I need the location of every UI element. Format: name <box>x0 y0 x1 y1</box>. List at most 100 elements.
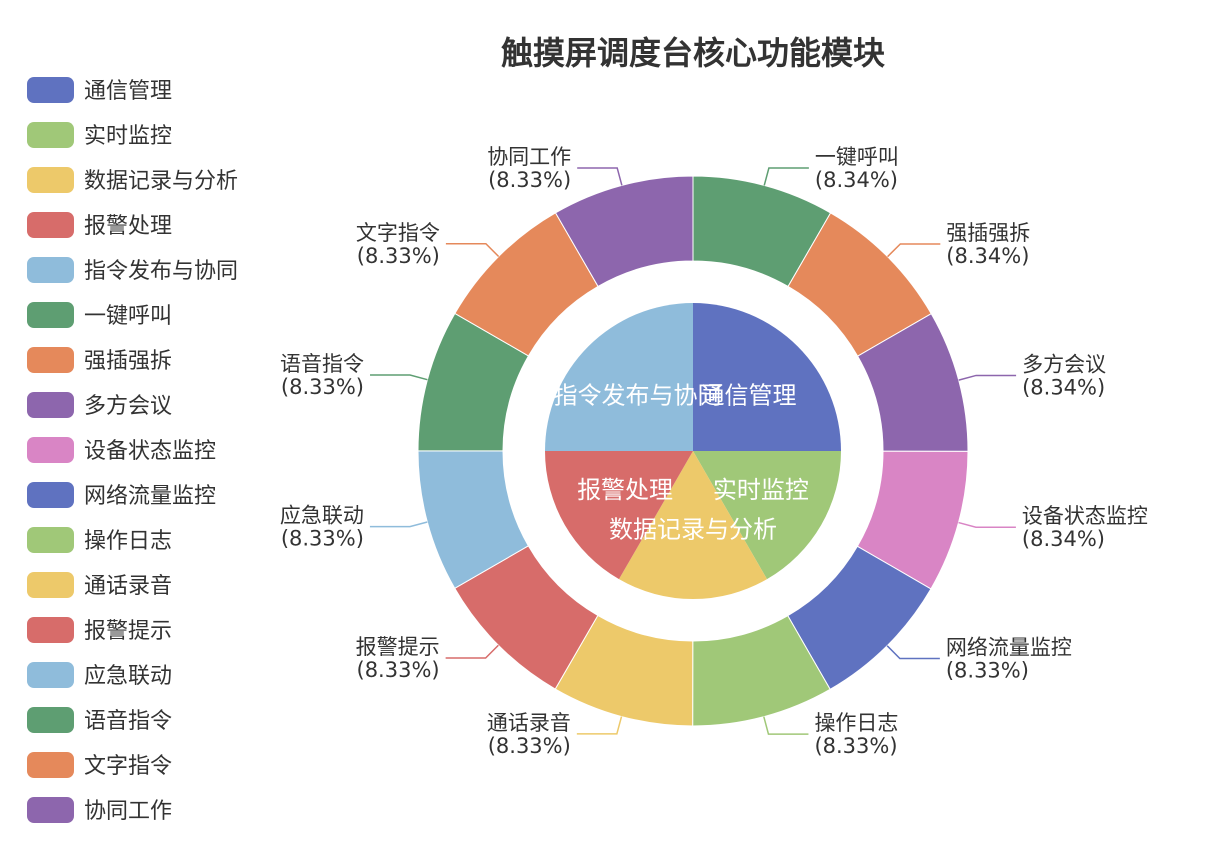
outer-slice-label: 一键呼叫 <box>815 145 899 169</box>
outer-slice-label: 报警提示 <box>356 635 440 659</box>
legend-swatch <box>27 212 74 238</box>
legend-label: 一键呼叫 <box>84 304 172 329</box>
outer-slice-label: 多方会议 <box>1022 352 1106 376</box>
legend-swatch <box>27 122 74 148</box>
legend-label: 多方会议 <box>84 394 172 419</box>
legend-item[interactable]: 设备状态监控 <box>27 437 216 464</box>
legend-label: 应急联动 <box>84 664 172 689</box>
outer-slice-label: 语音指令 <box>280 352 364 376</box>
legend-swatch <box>27 257 74 283</box>
legend-item[interactable]: 网络流量监控 <box>27 482 216 509</box>
legend-swatch <box>27 527 74 553</box>
legend-swatch <box>27 437 74 463</box>
outer-slice-label: 应急联动 <box>280 504 364 528</box>
legend-item[interactable]: 报警提示 <box>27 617 172 644</box>
legend-item[interactable]: 指令发布与协同 <box>27 257 238 284</box>
outer-slice-label: 设备状态监控 <box>1022 504 1148 528</box>
legend-item[interactable]: 协同工作 <box>27 797 172 824</box>
legend-swatch <box>27 77 74 103</box>
outer-slice-percent: (8.33%) <box>357 244 440 268</box>
legend-item[interactable]: 语音指令 <box>27 707 172 734</box>
outer-slice-percent: (8.33%) <box>488 168 571 192</box>
legend-label: 报警提示 <box>84 619 172 644</box>
legend-item[interactable]: 通话录音 <box>27 572 172 599</box>
inner-pie <box>545 303 841 600</box>
legend-label: 文字指令 <box>84 754 172 779</box>
legend-label: 协同工作 <box>84 799 172 824</box>
inner-slice-label: 数据记录与分析 <box>609 515 777 543</box>
inner-slice-label: 实时监控 <box>713 476 809 504</box>
inner-slice-label: 报警处理 <box>577 476 673 504</box>
outer-slice-label: 通话录音 <box>487 711 571 735</box>
leader-line <box>445 644 499 659</box>
inner-slice[interactable] <box>618 451 768 600</box>
legend-swatch <box>27 662 74 688</box>
legend-label: 通信管理 <box>84 79 172 104</box>
leader-line <box>576 716 623 735</box>
leader-line <box>445 243 500 258</box>
legend-swatch <box>27 752 74 778</box>
outer-slice-percent: (8.33%) <box>946 659 1029 683</box>
legend-swatch <box>27 302 74 328</box>
leader-line <box>370 374 428 381</box>
legend-swatch <box>27 617 74 643</box>
inner-slice-label: 指令发布与协同 <box>554 382 722 410</box>
outer-slice-percent: (8.33%) <box>357 658 440 682</box>
inner-slice-label: 通信管理 <box>700 382 796 410</box>
legend-item[interactable]: 数据记录与分析 <box>27 167 238 194</box>
outer-slice-label: 协同工作 <box>487 145 571 169</box>
leader-line <box>958 521 1016 528</box>
legend-swatch <box>27 392 74 418</box>
outer-slice-label: 文字指令 <box>356 221 440 245</box>
chart-title: 触摸屏调度台核心功能模块 <box>501 34 885 72</box>
inner-slice[interactable] <box>693 450 841 580</box>
legend-item[interactable]: 应急联动 <box>27 662 172 689</box>
legend-swatch <box>27 572 74 598</box>
inner-slice[interactable] <box>545 303 693 451</box>
outer-labels: 一键呼叫(8.34%)强插强拆(8.34%)多方会议(8.34%)设备状态监控(… <box>280 145 1148 758</box>
outer-slice-percent: (8.34%) <box>946 244 1029 268</box>
legend-item[interactable]: 多方会议 <box>27 392 172 419</box>
legend-label: 实时监控 <box>84 124 172 149</box>
legend-item[interactable]: 通信管理 <box>27 77 172 104</box>
outer-ring <box>417 175 969 727</box>
legend-item[interactable]: 操作日志 <box>27 527 172 554</box>
legend-item[interactable]: 报警处理 <box>27 212 172 239</box>
legend-swatch <box>27 707 74 733</box>
outer-slice-percent: (8.33%) <box>488 734 571 758</box>
inner-slice[interactable] <box>693 303 841 451</box>
leader-line <box>958 374 1017 381</box>
legend-label: 网络流量监控 <box>84 484 216 509</box>
legend-item[interactable]: 强插强拆 <box>27 347 172 374</box>
outer-slice-percent: (8.33%) <box>281 375 364 399</box>
outer-slice-percent: (8.34%) <box>1022 375 1105 399</box>
legend-item[interactable]: 一键呼叫 <box>27 302 172 329</box>
inner-slice[interactable] <box>545 450 693 580</box>
legend-label: 操作日志 <box>84 529 172 554</box>
legend-label: 数据记录与分析 <box>84 169 238 194</box>
legend-label: 强插强拆 <box>84 349 172 374</box>
legend-swatch <box>27 167 74 193</box>
leader-line <box>577 167 623 186</box>
outer-slice[interactable] <box>554 175 694 288</box>
leader-line <box>369 521 428 528</box>
legend-label: 指令发布与协同 <box>84 259 238 284</box>
legend-label: 报警处理 <box>84 214 172 239</box>
legend-label: 语音指令 <box>84 709 172 734</box>
legend-swatch <box>27 347 74 373</box>
outer-slice-percent: (8.34%) <box>815 168 898 192</box>
outer-slice-percent: (8.34%) <box>1022 527 1105 551</box>
legend-item[interactable]: 文字指令 <box>27 752 172 779</box>
outer-slice-percent: (8.33%) <box>814 734 897 758</box>
legend: 通信管理实时监控数据记录与分析报警处理指令发布与协同一键呼叫强插强拆多方会议设备… <box>27 77 238 824</box>
legend-swatch <box>27 797 74 823</box>
leader-line <box>763 716 809 735</box>
leader-lines <box>369 167 1017 735</box>
outer-slice-percent: (8.33%) <box>281 527 364 551</box>
leader-line <box>886 645 940 660</box>
outer-slice-label: 操作日志 <box>814 711 898 735</box>
legend-item[interactable]: 实时监控 <box>27 122 172 149</box>
legend-label: 设备状态监控 <box>84 439 216 464</box>
